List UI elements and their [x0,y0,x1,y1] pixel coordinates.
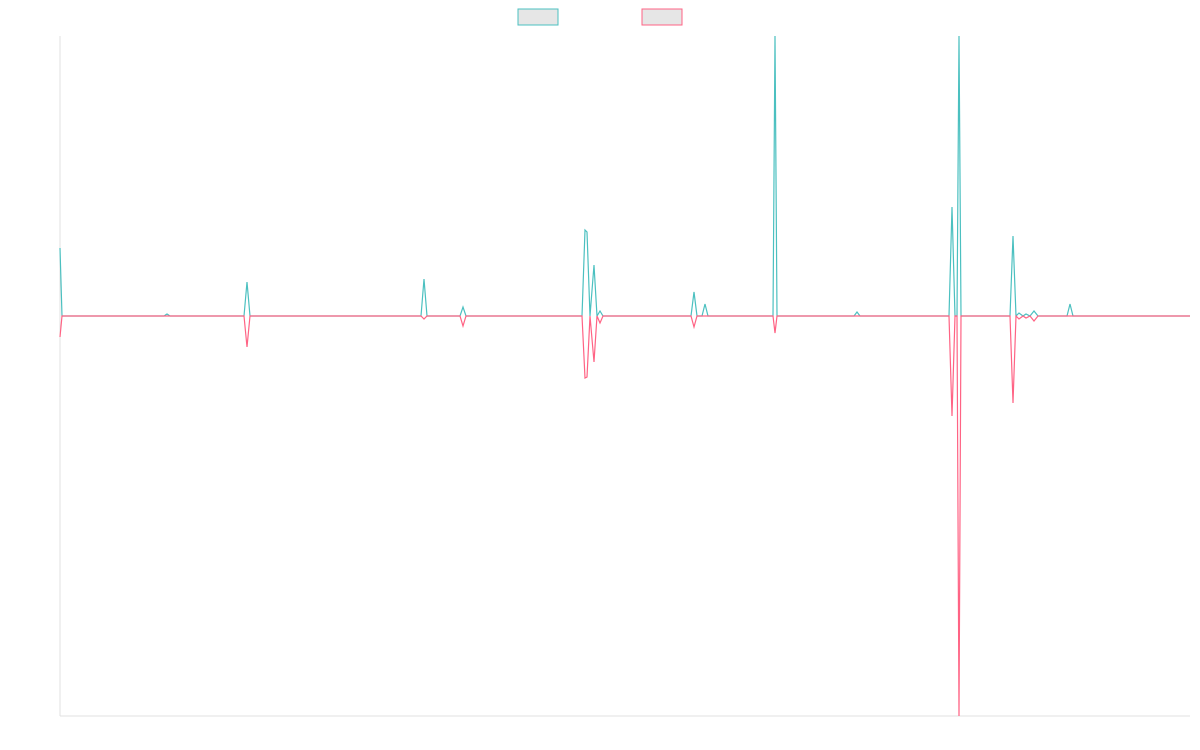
data-line [59,314,1190,717]
legend-swatch [641,8,683,26]
data-line [59,35,1190,318]
legend-swatch [517,8,559,26]
